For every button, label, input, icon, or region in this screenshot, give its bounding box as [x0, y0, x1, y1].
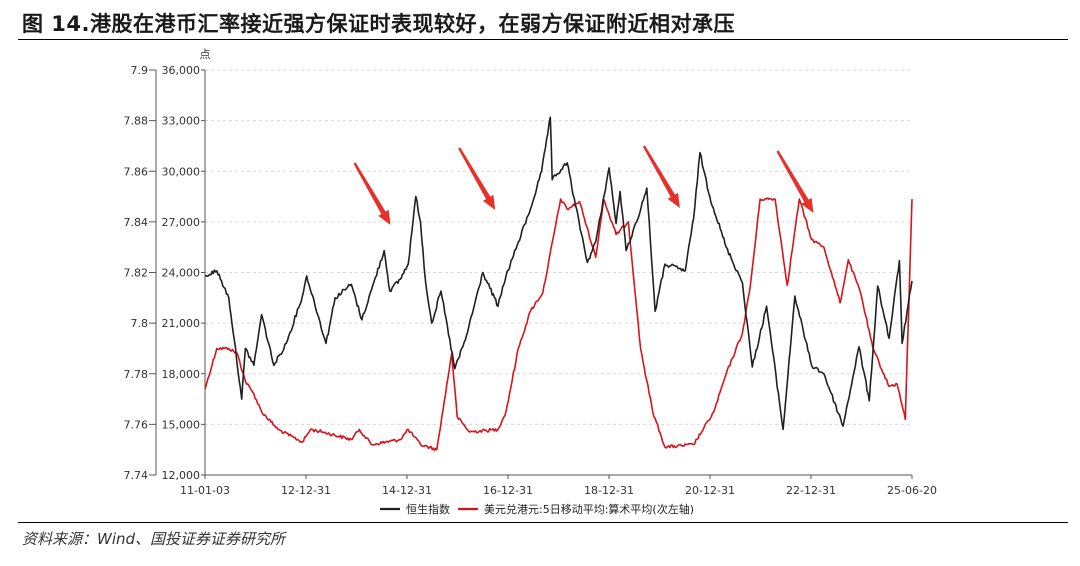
y-left-tick-label: 18,000 [162, 368, 201, 381]
y-left-tick-label: 12,000 [162, 469, 201, 482]
y-right-tick-label: 7.9 [131, 64, 149, 77]
annotation-arrows [353, 145, 814, 225]
legend-label: 美元兑港元:5日移动平均:算术平均(次左轴) [484, 502, 694, 516]
y-right-tick-label: 7.88 [124, 115, 149, 128]
annotation-arrow [642, 145, 680, 208]
title-rule [18, 39, 1068, 40]
source-note: 资料来源：Wind、国投证券证券研究所 [22, 530, 286, 548]
series-line-hsi [204, 116, 913, 431]
series-layer [204, 116, 913, 452]
legend-label: 恒生指数 [406, 502, 450, 516]
x-tick-label: 20-12-31 [685, 484, 735, 497]
figure-title: 图 14.港股在港币汇率接近强方保证时表现较好，在弱方保证附近相对承压 [22, 12, 736, 36]
series-line-usdhkd [204, 197, 913, 452]
annotation-arrow [353, 162, 391, 225]
y-left-tick-label: 36,000 [162, 64, 201, 77]
source-rule [18, 522, 1068, 523]
y-right-tick-label: 7.82 [124, 267, 149, 280]
y-right-tick-label: 7.78 [124, 368, 149, 381]
legend: 恒生指数 美元兑港元:5日移动平均:算术平均(次左轴) [380, 502, 694, 516]
y-left-tick-label: 21,000 [162, 317, 201, 330]
grid-lines [205, 69, 912, 425]
y-left-tick-label: 15,000 [162, 418, 201, 431]
y-left-tick-label: 33,000 [162, 115, 201, 128]
y-right-tick-label: 7.84 [124, 216, 149, 229]
x-tick-label: 16-12-31 [483, 484, 533, 497]
y-right-tick-label: 7.8 [131, 317, 149, 330]
x-tick-label: 14-12-31 [382, 484, 432, 497]
y-right-tick-label: 7.74 [124, 469, 149, 482]
line-chart: 12,0007.7415,0007.7618,0007.7821,0007.82… [124, 48, 937, 516]
y-right-tick-label: 7.76 [124, 418, 149, 431]
y-right-tick-label: 7.86 [124, 165, 149, 178]
y-left-tick-label: 30,000 [162, 165, 201, 178]
left-axis-unit: 点 [200, 48, 211, 61]
annotation-arrow [776, 150, 814, 213]
x-tick-label: 25-06-20 [887, 484, 937, 497]
axes: 12,0007.7415,0007.7618,0007.7821,0007.82… [124, 64, 937, 497]
x-tick-label: 18-12-31 [584, 484, 634, 497]
x-tick-label: 11-01-03 [180, 484, 230, 497]
y-left-tick-label: 27,000 [162, 216, 201, 229]
annotation-arrow [458, 147, 496, 210]
x-tick-label: 22-12-31 [786, 484, 836, 497]
x-tick-label: 12-12-31 [281, 484, 331, 497]
y-left-tick-label: 24,000 [162, 267, 201, 280]
